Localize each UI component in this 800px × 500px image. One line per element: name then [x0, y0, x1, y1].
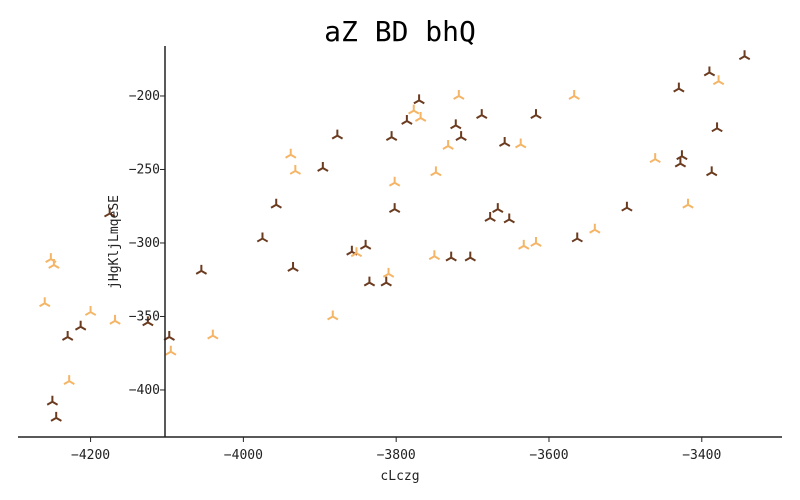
y-tick-label: −300	[129, 236, 160, 251]
x-axis-ticks: −4200 −4000 −3800 −3600 −3400	[71, 437, 721, 463]
data-point-series-1	[195, 264, 208, 275]
data-point-series-1	[450, 119, 462, 130]
data-point-series-1	[401, 114, 413, 125]
data-point-series-2	[327, 310, 339, 321]
x-tick-label: −3400	[682, 448, 721, 463]
data-point-series-2	[649, 153, 661, 164]
y-tick-label: −350	[129, 309, 160, 324]
plot-points	[39, 50, 751, 422]
data-point-series-1	[706, 166, 718, 177]
data-point-series-1	[74, 320, 87, 331]
data-point-series-2	[388, 176, 401, 187]
data-point-series-1	[476, 109, 488, 119]
chart-title: aZ BD bhQ	[324, 15, 476, 48]
data-point-series-2	[109, 314, 121, 325]
x-axis-label: cLczg	[380, 469, 419, 484]
data-point-series-2	[453, 89, 465, 100]
data-point-series-1	[703, 66, 716, 77]
data-point-series-1	[385, 131, 398, 142]
data-point-series-1	[331, 129, 344, 140]
data-point-series-1	[256, 232, 269, 243]
data-point-series-1	[413, 94, 425, 105]
data-point-series-1	[445, 251, 457, 262]
data-point-series-2	[515, 138, 527, 149]
data-point-series-1	[738, 50, 751, 61]
x-tick-label: −3600	[529, 448, 568, 463]
y-tick-label: −400	[129, 383, 160, 398]
data-point-series-1	[46, 395, 59, 406]
data-point-series-2	[48, 259, 60, 269]
data-point-series-1	[621, 201, 633, 212]
data-point-series-1	[50, 411, 62, 422]
x-tick-label: −4200	[71, 448, 110, 463]
data-point-series-2	[39, 297, 51, 308]
data-point-series-2	[442, 139, 454, 150]
data-point-series-2	[589, 223, 601, 234]
data-point-series-2	[207, 329, 219, 340]
data-point-series-2	[712, 75, 725, 86]
data-point-series-2	[285, 148, 297, 159]
y-tick-label: −200	[129, 89, 160, 104]
data-point-series-2	[430, 166, 442, 177]
data-point-series-2	[350, 247, 363, 258]
data-point-series-1	[142, 316, 154, 327]
y-axis-ticks: −400 −350 −300 −250 −200	[129, 89, 165, 398]
data-point-series-2	[414, 112, 427, 122]
data-point-series-2	[382, 267, 395, 278]
data-point-series-1	[571, 232, 583, 243]
data-point-series-1	[359, 239, 372, 250]
data-point-series-1	[455, 131, 467, 142]
data-point-series-2	[165, 345, 177, 356]
data-point-series-2	[63, 375, 75, 386]
y-axis-label: jHgKljLmqeSE	[107, 195, 122, 289]
data-point-series-1	[380, 276, 392, 287]
data-point-series-1	[530, 109, 542, 119]
data-point-series-2	[518, 239, 530, 250]
data-point-series-2	[408, 104, 420, 115]
x-tick-label: −4000	[224, 448, 263, 463]
data-point-series-1	[711, 122, 723, 133]
data-point-series-1	[317, 162, 329, 172]
data-point-series-2	[289, 164, 302, 175]
data-point-series-2	[84, 306, 97, 316]
data-point-series-1	[498, 137, 511, 147]
data-point-series-1	[103, 207, 116, 218]
data-point-series-2	[568, 89, 580, 100]
data-point-series-1	[676, 150, 688, 161]
data-point-series-1	[484, 211, 496, 222]
data-point-series-2	[530, 236, 542, 247]
x-tick-label: −3800	[377, 448, 416, 463]
data-point-series-1	[492, 203, 504, 214]
data-point-series-2	[682, 198, 694, 209]
data-point-series-2	[428, 250, 441, 261]
data-point-series-1	[270, 198, 282, 209]
data-point-series-1	[674, 157, 687, 168]
data-point-series-1	[363, 276, 376, 287]
data-point-series-1	[61, 331, 74, 341]
data-point-series-1	[464, 251, 476, 262]
data-point-series-1	[287, 261, 299, 272]
data-point-series-1	[673, 82, 685, 93]
data-point-series-1	[388, 203, 401, 214]
data-point-series-1	[503, 213, 515, 224]
y-tick-label: −250	[129, 162, 160, 177]
